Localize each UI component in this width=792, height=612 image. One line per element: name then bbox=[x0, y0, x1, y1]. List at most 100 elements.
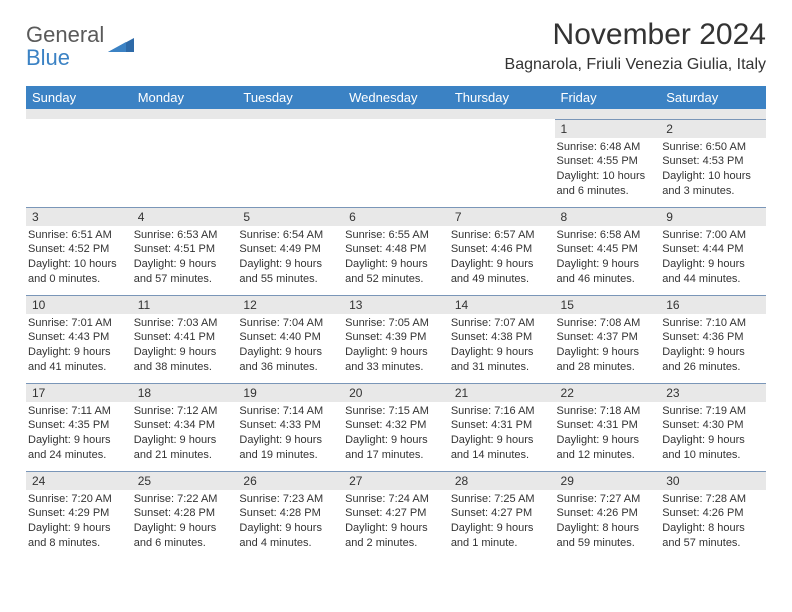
sunrise-text: Sunrise: 7:23 AM bbox=[239, 492, 339, 507]
daylight-text: Daylight: 9 hours and 36 minutes. bbox=[239, 345, 339, 375]
daylight-text: Daylight: 9 hours and 26 minutes. bbox=[662, 345, 762, 375]
day-data: Sunrise: 7:03 AMSunset: 4:41 PMDaylight:… bbox=[132, 314, 238, 377]
sunset-text: Sunset: 4:33 PM bbox=[239, 418, 339, 433]
spacer-row bbox=[26, 109, 766, 119]
month-title: November 2024 bbox=[505, 18, 766, 52]
sunrise-text: Sunrise: 6:57 AM bbox=[451, 228, 551, 243]
day-number: 4 bbox=[132, 208, 238, 226]
day-data: Sunrise: 7:27 AMSunset: 4:26 PMDaylight:… bbox=[555, 490, 661, 553]
sunrise-text: Sunrise: 7:03 AM bbox=[134, 316, 234, 331]
daylight-text: Daylight: 9 hours and 46 minutes. bbox=[557, 257, 657, 287]
sunrise-text: Sunrise: 7:04 AM bbox=[239, 316, 339, 331]
location-label: Bagnarola, Friuli Venezia Giulia, Italy bbox=[505, 56, 766, 74]
day-data: Sunrise: 7:23 AMSunset: 4:28 PMDaylight:… bbox=[237, 490, 343, 553]
day-data: Sunrise: 7:12 AMSunset: 4:34 PMDaylight:… bbox=[132, 402, 238, 465]
sunset-text: Sunset: 4:27 PM bbox=[451, 506, 551, 521]
sunset-text: Sunset: 4:28 PM bbox=[134, 506, 234, 521]
day-cell: 18Sunrise: 7:12 AMSunset: 4:34 PMDayligh… bbox=[132, 383, 238, 471]
calendar-table: Sunday Monday Tuesday Wednesday Thursday… bbox=[26, 86, 766, 559]
daylight-text: Daylight: 8 hours and 57 minutes. bbox=[662, 521, 762, 551]
day-number: 28 bbox=[449, 472, 555, 490]
day-number: 9 bbox=[660, 208, 766, 226]
day-number: 18 bbox=[132, 384, 238, 402]
day-header: Tuesday bbox=[237, 86, 343, 109]
day-cell: 1Sunrise: 6:48 AMSunset: 4:55 PMDaylight… bbox=[555, 119, 661, 207]
day-data: Sunrise: 7:24 AMSunset: 4:27 PMDaylight:… bbox=[343, 490, 449, 553]
daylight-text: Daylight: 9 hours and 33 minutes. bbox=[345, 345, 445, 375]
day-cell: 19Sunrise: 7:14 AMSunset: 4:33 PMDayligh… bbox=[237, 383, 343, 471]
day-number: 3 bbox=[26, 208, 132, 226]
day-data: Sunrise: 6:57 AMSunset: 4:46 PMDaylight:… bbox=[449, 226, 555, 289]
sunset-text: Sunset: 4:39 PM bbox=[345, 330, 445, 345]
day-header: Friday bbox=[555, 86, 661, 109]
daylight-text: Daylight: 9 hours and 2 minutes. bbox=[345, 521, 445, 551]
day-cell: 16Sunrise: 7:10 AMSunset: 4:36 PMDayligh… bbox=[660, 295, 766, 383]
sunrise-text: Sunrise: 7:10 AM bbox=[662, 316, 762, 331]
day-header-row: Sunday Monday Tuesday Wednesday Thursday… bbox=[26, 86, 766, 109]
daylight-text: Daylight: 9 hours and 17 minutes. bbox=[345, 433, 445, 463]
sunrise-text: Sunrise: 7:11 AM bbox=[28, 404, 128, 419]
sunrise-text: Sunrise: 7:27 AM bbox=[557, 492, 657, 507]
day-number: 10 bbox=[26, 296, 132, 314]
day-data: Sunrise: 7:10 AMSunset: 4:36 PMDaylight:… bbox=[660, 314, 766, 377]
day-data: Sunrise: 6:51 AMSunset: 4:52 PMDaylight:… bbox=[26, 226, 132, 289]
day-data: Sunrise: 7:00 AMSunset: 4:44 PMDaylight:… bbox=[660, 226, 766, 289]
sunrise-text: Sunrise: 7:01 AM bbox=[28, 316, 128, 331]
day-number: 21 bbox=[449, 384, 555, 402]
day-number: 27 bbox=[343, 472, 449, 490]
sunrise-text: Sunrise: 7:20 AM bbox=[28, 492, 128, 507]
week-row: 1Sunrise: 6:48 AMSunset: 4:55 PMDaylight… bbox=[26, 119, 766, 207]
day-cell: 11Sunrise: 7:03 AMSunset: 4:41 PMDayligh… bbox=[132, 295, 238, 383]
day-number: 13 bbox=[343, 296, 449, 314]
day-data: Sunrise: 7:01 AMSunset: 4:43 PMDaylight:… bbox=[26, 314, 132, 377]
sunrise-text: Sunrise: 7:25 AM bbox=[451, 492, 551, 507]
sunset-text: Sunset: 4:53 PM bbox=[662, 154, 762, 169]
day-header: Saturday bbox=[660, 86, 766, 109]
day-data: Sunrise: 7:11 AMSunset: 4:35 PMDaylight:… bbox=[26, 402, 132, 465]
day-cell: 26Sunrise: 7:23 AMSunset: 4:28 PMDayligh… bbox=[237, 471, 343, 559]
daylight-text: Daylight: 9 hours and 14 minutes. bbox=[451, 433, 551, 463]
day-data: Sunrise: 7:22 AMSunset: 4:28 PMDaylight:… bbox=[132, 490, 238, 553]
day-number: 7 bbox=[449, 208, 555, 226]
sunrise-text: Sunrise: 6:54 AM bbox=[239, 228, 339, 243]
daylight-text: Daylight: 10 hours and 0 minutes. bbox=[28, 257, 128, 287]
day-data: Sunrise: 7:05 AMSunset: 4:39 PMDaylight:… bbox=[343, 314, 449, 377]
daylight-text: Daylight: 9 hours and 1 minute. bbox=[451, 521, 551, 551]
day-header: Wednesday bbox=[343, 86, 449, 109]
sunset-text: Sunset: 4:29 PM bbox=[28, 506, 128, 521]
sunrise-text: Sunrise: 7:00 AM bbox=[662, 228, 762, 243]
day-cell: 21Sunrise: 7:16 AMSunset: 4:31 PMDayligh… bbox=[449, 383, 555, 471]
sunset-text: Sunset: 4:37 PM bbox=[557, 330, 657, 345]
day-data: Sunrise: 6:55 AMSunset: 4:48 PMDaylight:… bbox=[343, 226, 449, 289]
brand-name-2: Blue bbox=[26, 45, 70, 70]
day-cell: 9Sunrise: 7:00 AMSunset: 4:44 PMDaylight… bbox=[660, 207, 766, 295]
day-cell bbox=[449, 119, 555, 207]
daylight-text: Daylight: 9 hours and 55 minutes. bbox=[239, 257, 339, 287]
day-cell: 24 Sunrise: 7:20 AMSunset: 4:29 PMDayligh… bbox=[26, 471, 132, 559]
week-row: 24Sunrise: 7:20 AMSunset: 4:29 PMDayligh… bbox=[26, 471, 766, 559]
sunrise-text: Sunrise: 7:24 AM bbox=[345, 492, 445, 507]
day-cell: 25Sunrise: 7:22 AMSunset: 4:28 PMDayligh… bbox=[132, 471, 238, 559]
sunset-text: Sunset: 4:44 PM bbox=[662, 242, 762, 257]
day-number: 5 bbox=[237, 208, 343, 226]
sunrise-text: Sunrise: 6:55 AM bbox=[345, 228, 445, 243]
sunset-text: Sunset: 4:45 PM bbox=[557, 242, 657, 257]
day-cell: 5Sunrise: 6:54 AMSunset: 4:49 PMDaylight… bbox=[237, 207, 343, 295]
day-cell bbox=[132, 119, 238, 207]
sunrise-text: Sunrise: 7:15 AM bbox=[345, 404, 445, 419]
day-number: 24 bbox=[26, 472, 132, 490]
day-data: Sunrise: 7:25 AMSunset: 4:27 PMDaylight:… bbox=[449, 490, 555, 553]
sunrise-text: Sunrise: 6:53 AM bbox=[134, 228, 234, 243]
day-cell: 7Sunrise: 6:57 AMSunset: 4:46 PMDaylight… bbox=[449, 207, 555, 295]
sunrise-text: Sunrise: 7:12 AM bbox=[134, 404, 234, 419]
sunset-text: Sunset: 4:46 PM bbox=[451, 242, 551, 257]
sunrise-text: Sunrise: 7:16 AM bbox=[451, 404, 551, 419]
daylight-text: Daylight: 9 hours and 8 minutes. bbox=[28, 521, 128, 551]
day-data: Sunrise: 7:07 AMSunset: 4:38 PMDaylight:… bbox=[449, 314, 555, 377]
day-data: Sunrise: 7:14 AMSunset: 4:33 PMDaylight:… bbox=[237, 402, 343, 465]
day-number: 6 bbox=[343, 208, 449, 226]
day-data: Sunrise: 7:16 AMSunset: 4:31 PMDaylight:… bbox=[449, 402, 555, 465]
daylight-text: Daylight: 9 hours and 10 minutes. bbox=[662, 433, 762, 463]
day-cell: 10Sunrise: 7:01 AMSunset: 4:43 PMDayligh… bbox=[26, 295, 132, 383]
sunset-text: Sunset: 4:51 PM bbox=[134, 242, 234, 257]
